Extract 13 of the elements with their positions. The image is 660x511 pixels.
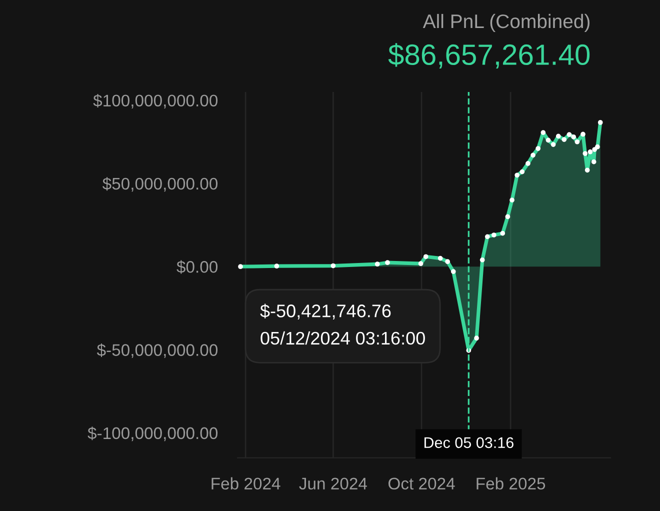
y-tick-label: $50,000,000.00 bbox=[102, 177, 218, 192]
chart-title: All PnL (Combined) bbox=[422, 14, 590, 32]
x-tick-label: Oct 2024 bbox=[388, 478, 455, 490]
y-tick-label: $100,000,000.00 bbox=[93, 94, 218, 108]
x-tick-label: Feb 2024 bbox=[212, 477, 280, 490]
y-tick-label: $-100,000,000.00 bbox=[88, 426, 218, 442]
x-tick-label: Feb 2025 bbox=[476, 477, 546, 490]
chart-subtitle: $86,657,261.40 bbox=[388, 43, 590, 69]
y-tick-label: $-50,000,000.00 bbox=[96, 343, 218, 358]
x-tick-label: Jun 2024 bbox=[299, 478, 367, 490]
y-tick-label: $0.00 bbox=[176, 260, 218, 274]
ref-line-label: Dec 05 03:16 bbox=[424, 437, 514, 448]
annotation: $-50,421,746.76 05/12/2024 03:16:00 bbox=[260, 304, 425, 345]
